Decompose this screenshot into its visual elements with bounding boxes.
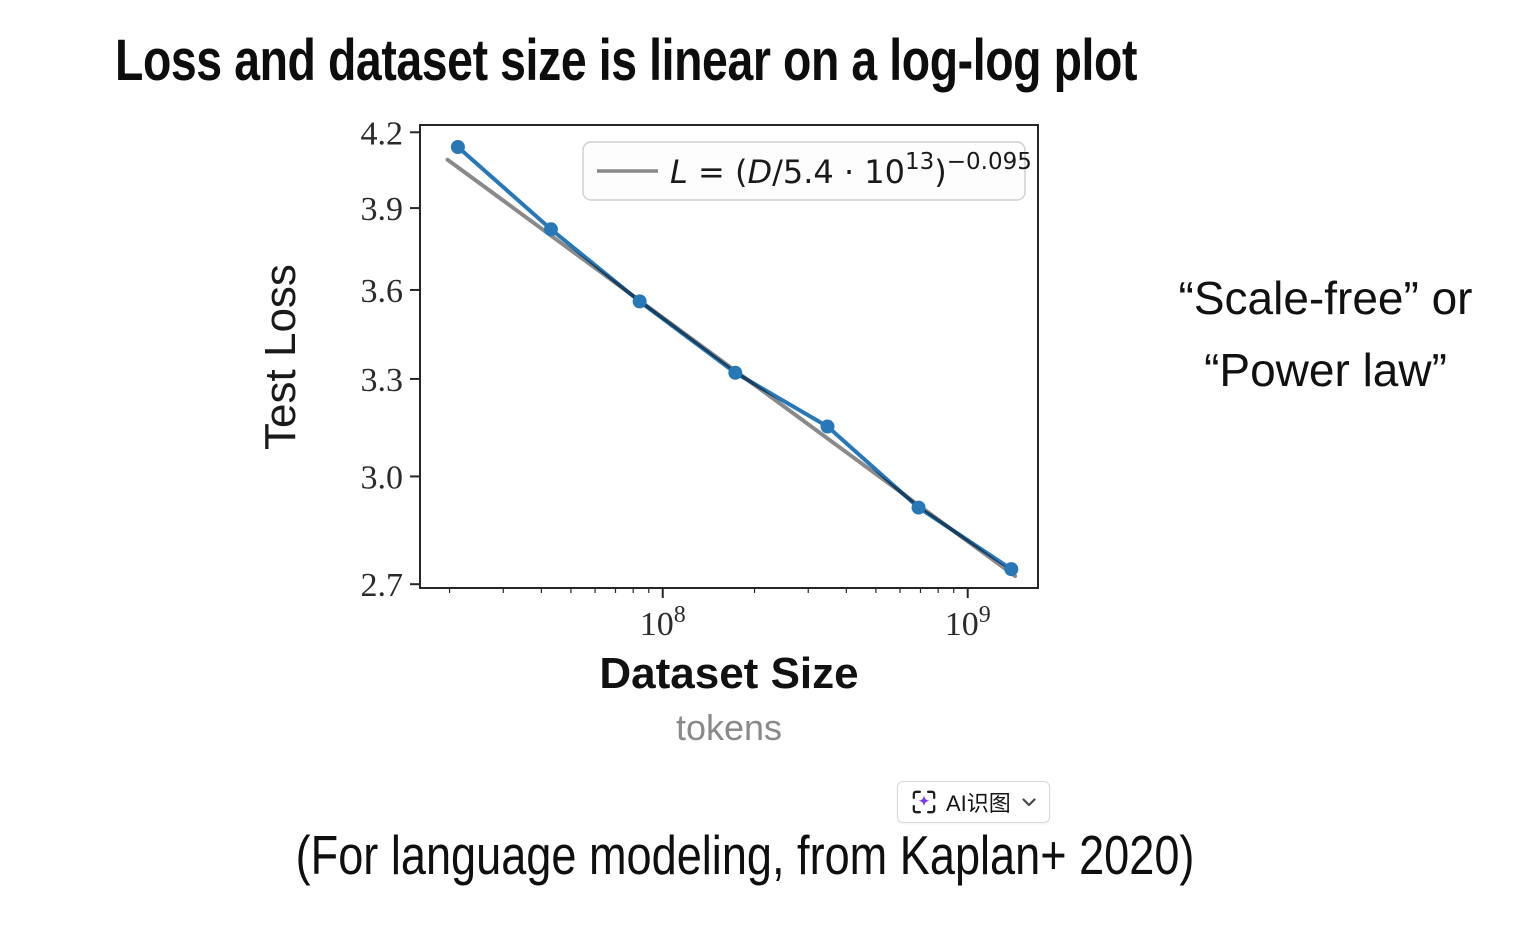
slide-title-text: Loss and dataset size is linear on a log… [115,28,1137,93]
x-axis-sublabel: tokens [676,707,782,748]
x-tick-label: 109 [945,602,991,643]
plot-area [419,124,1039,589]
legend-equation: L = (D/5.4 · 1013)−0.095 [670,149,1032,191]
chevron-down-icon [1022,797,1036,806]
data-point [1004,562,1019,577]
test-loss-line [456,145,1013,571]
data-point [543,222,558,237]
legend-box [582,141,1026,201]
y-tick-label: 2.7 [361,567,404,604]
y-tick-label: 3.0 [361,459,404,496]
slide-title: Loss and dataset size is linear on a log… [115,28,1393,95]
data-point [820,419,835,434]
y-tick-label: 4.2 [361,115,404,152]
y-tick-label: 3.3 [361,362,404,399]
annotation-line2: “Power law” [1204,344,1447,396]
scale-free-annotation: “Scale-free” or “Power law” [1128,262,1523,406]
data-point [450,139,465,154]
ai-button-label: AI识图 [946,791,1011,816]
ai-image-recognition-button[interactable]: AI识图 [897,781,1050,823]
slide-caption: (For language modeling, from Kaplan+ 202… [160,824,1330,887]
annotation-line1: “Scale-free” or [1178,272,1473,324]
data-point [911,500,926,515]
slide-caption-text: (For language modeling, from Kaplan+ 202… [295,824,1195,886]
scan-sparkle-icon [912,790,936,814]
data-point [632,294,647,309]
x-axis-label: Dataset Size [599,649,858,698]
y-tick-label: 3.9 [361,191,404,228]
loss-vs-dataset-size-chart: 108 109 4.2 3.9 3.6 3.3 3.0 2.7 L = (D/5.4 · 101… [260,115,1039,748]
y-tick-label: 3.6 [361,273,404,310]
data-point [728,365,743,380]
x-tick-label: 108 [640,602,686,643]
y-axis-label: Test Loss [260,264,305,450]
